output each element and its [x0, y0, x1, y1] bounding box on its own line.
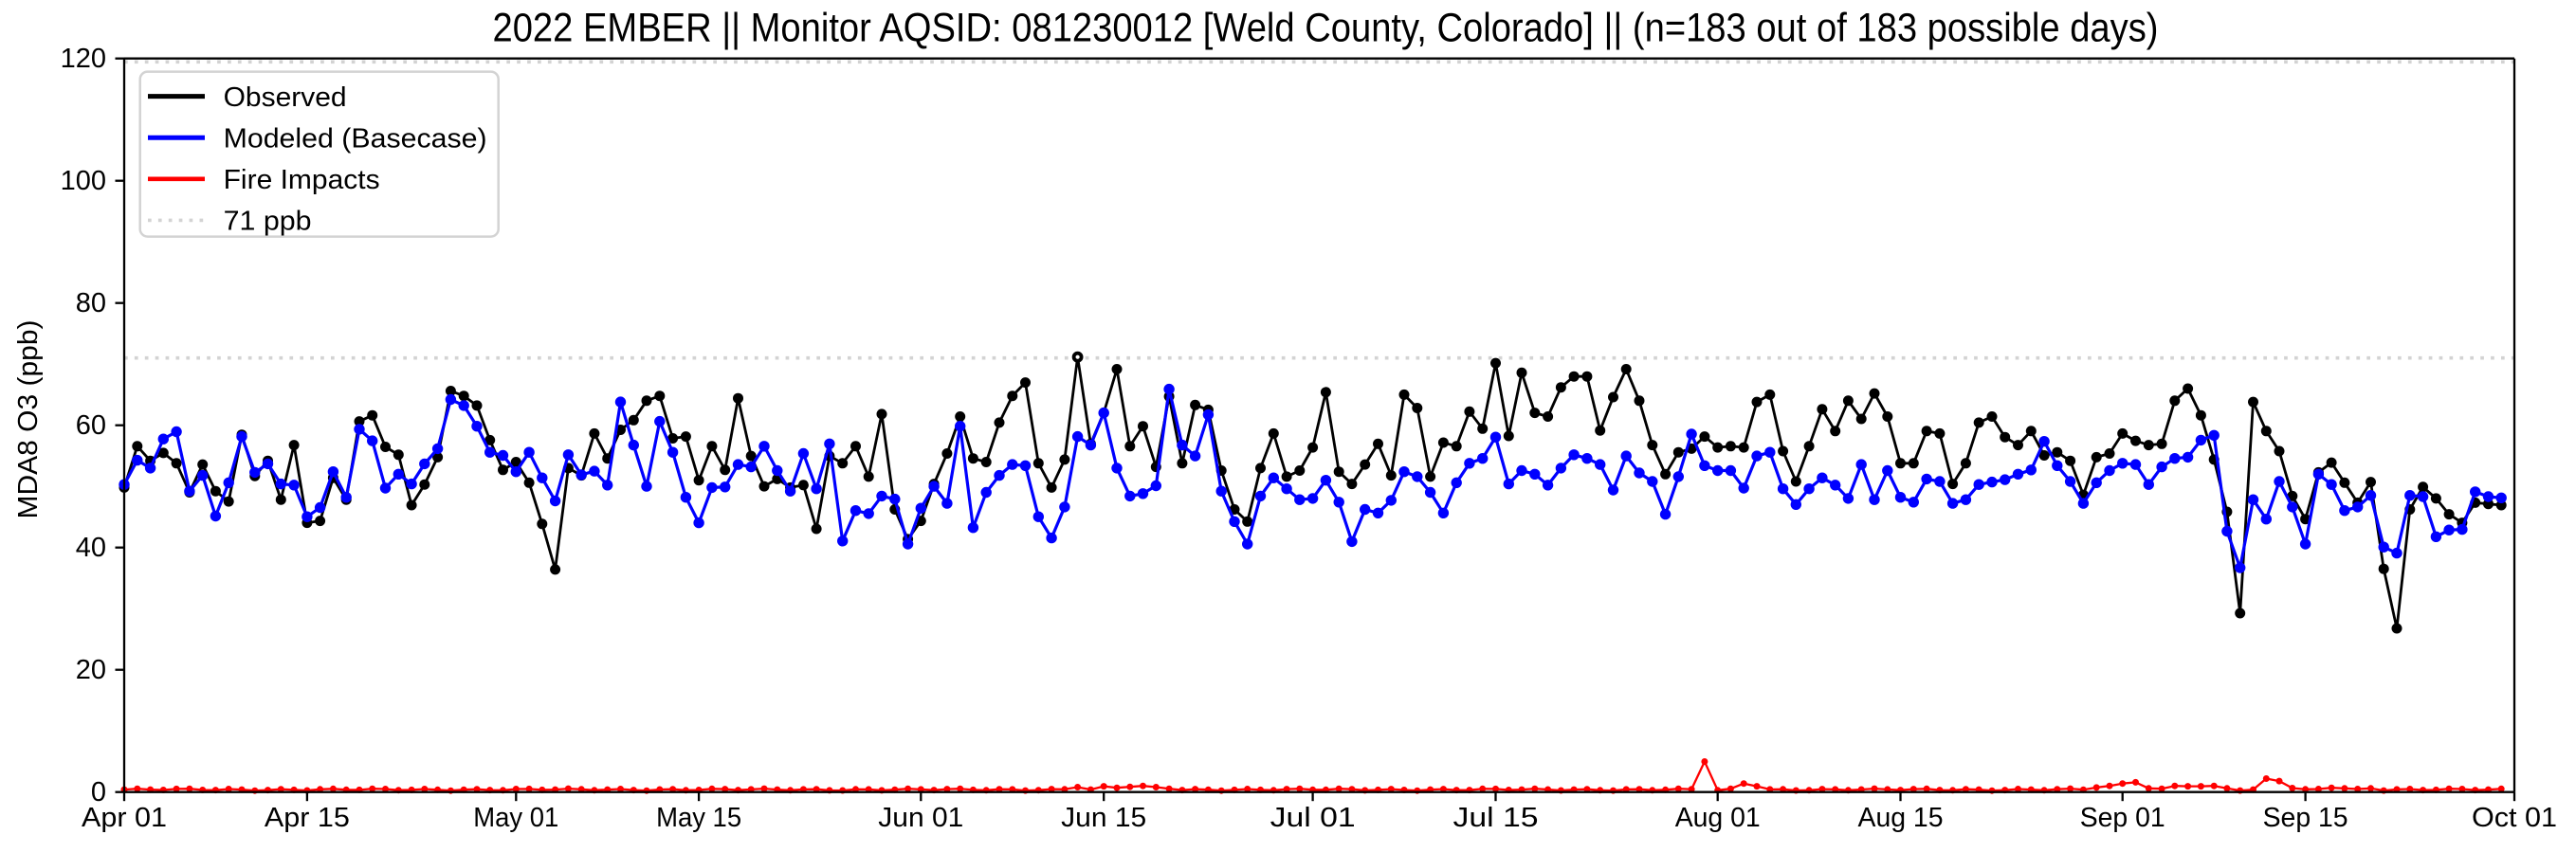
svg-text:71 ppb: 71 ppb	[224, 207, 312, 237]
svg-text:Jun 15: Jun 15	[1061, 803, 1146, 833]
svg-text:Aug 15: Aug 15	[1858, 803, 1944, 833]
svg-text:100: 100	[61, 166, 106, 196]
svg-text:Apr 01: Apr 01	[82, 803, 167, 833]
svg-text:120: 120	[61, 44, 106, 74]
svg-text:May 15: May 15	[656, 803, 741, 833]
svg-text:Sep 15: Sep 15	[2263, 803, 2348, 833]
svg-text:May 01: May 01	[473, 803, 558, 833]
svg-text:Modeled (Basecase): Modeled (Basecase)	[224, 123, 487, 154]
svg-text:Apr 15: Apr 15	[265, 803, 350, 833]
svg-text:80: 80	[76, 288, 106, 318]
svg-text:Observed: Observed	[224, 82, 347, 113]
svg-text:Jun 01: Jun 01	[878, 803, 963, 833]
svg-text:Aug 01: Aug 01	[1675, 803, 1761, 833]
svg-text:Fire Impacts: Fire Impacts	[224, 165, 380, 195]
svg-text:Jul 15: Jul 15	[1453, 803, 1539, 833]
svg-text:0: 0	[91, 777, 106, 808]
svg-text:60: 60	[76, 410, 106, 441]
svg-text:20: 20	[76, 655, 106, 685]
svg-text:2022 EMBER || Monitor AQSID: 0: 2022 EMBER || Monitor AQSID: 081230012 […	[493, 5, 2159, 50]
svg-text:Sep 01: Sep 01	[2080, 803, 2165, 833]
svg-text:40: 40	[76, 533, 106, 563]
svg-text:Oct 01: Oct 01	[2472, 803, 2557, 833]
svg-text:MDA8 O3 (ppb): MDA8 O3 (ppb)	[13, 320, 44, 519]
svg-text:Jul 01: Jul 01	[1270, 803, 1356, 833]
